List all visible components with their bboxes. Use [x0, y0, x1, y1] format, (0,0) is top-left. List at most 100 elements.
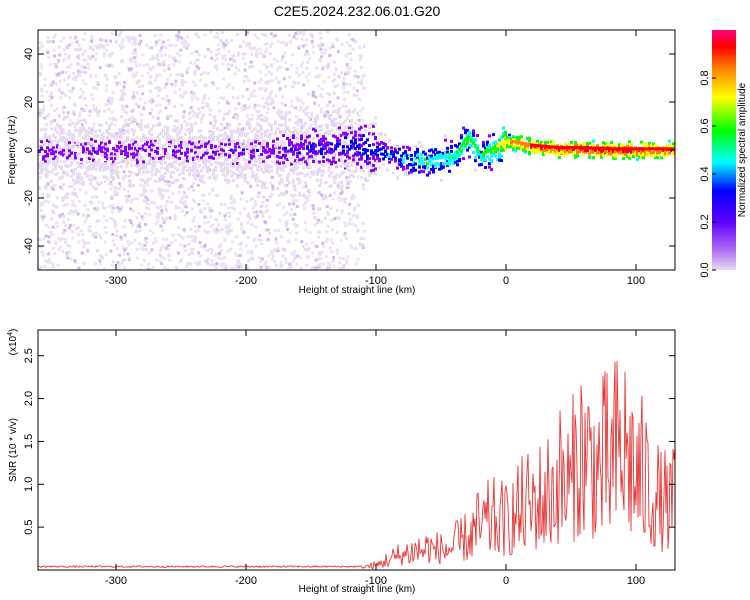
- spectrogram-noise-cell: [227, 232, 230, 236]
- spectrogram-band-cell: [102, 145, 105, 149]
- spectrogram-band-cell: [160, 162, 163, 166]
- spectrogram-band-cell: [314, 122, 317, 126]
- spectrogram-band-cell: [398, 162, 401, 166]
- spectrogram-band-cell: [42, 143, 45, 147]
- spectrogram-noise-cell: [153, 201, 156, 205]
- spectrogram-noise-cell: [281, 129, 285, 133]
- spectrogram-noise-cell: [151, 115, 155, 119]
- spectrogram-band-cell: [430, 148, 433, 152]
- spectrogram-band-cell: [586, 142, 589, 145]
- spectrogram-noise-cell: [76, 121, 80, 125]
- spectrogram-noise-cell: [101, 38, 104, 42]
- spectrogram-band-cell: [146, 142, 149, 146]
- spectrogram-noise-cell: [131, 198, 134, 201]
- spectrogram-noise-cell: [124, 194, 128, 198]
- spectrogram-noise-cell: [81, 183, 85, 186]
- spectrogram-band-cell: [532, 141, 535, 144]
- spectrogram-noise-cell: [137, 85, 141, 89]
- spectrogram-band-cell: [288, 129, 291, 133]
- spectrogram-noise-cell: [231, 86, 235, 90]
- spectrogram-noise-cell: [173, 90, 177, 94]
- spectrogram-band-cell: [166, 151, 169, 155]
- spectrogram-noise-cell: [264, 87, 268, 91]
- spectrogram-noise-cell: [39, 209, 43, 212]
- spectrogram-noise-cell: [103, 180, 107, 184]
- spectrogram-band-cell: [360, 144, 363, 148]
- spectrogram-noise-cell: [138, 34, 142, 37]
- spectrogram-ridge-cell: [488, 148, 491, 152]
- spectrogram-noise-cell: [147, 46, 151, 50]
- spectrogram-noise-cell: [198, 111, 202, 115]
- spectrogram-noise-cell: [351, 47, 355, 51]
- spectrogram-noise-cell: [210, 209, 214, 213]
- spectrogram-band-cell: [222, 118, 225, 121]
- spectrogram-noise-cell: [231, 205, 235, 209]
- spectrogram-band-cell: [208, 144, 211, 148]
- spectrogram-noise-cell: [286, 228, 290, 231]
- spectrogram-noise-cell: [222, 42, 226, 46]
- spectrogram-band-cell: [94, 139, 97, 143]
- spectrogram-noise-cell: [66, 253, 70, 257]
- spectrogram-band-cell: [62, 117, 65, 121]
- spectrogram-noise-cell: [255, 51, 259, 55]
- spectrogram-noise-cell: [105, 84, 109, 87]
- spectrogram-noise-cell: [347, 186, 351, 190]
- spectrogram-noise-cell: [78, 114, 81, 118]
- spectrogram-noise-cell: [355, 213, 359, 217]
- spectrogram-noise-cell: [331, 241, 335, 245]
- spectrogram-band-cell: [494, 140, 497, 144]
- spectrogram-noise-cell: [343, 201, 347, 204]
- spectrogram-noise-cell: [109, 101, 113, 105]
- spectrogram-band-cell: [68, 123, 71, 126]
- spectrogram-band-cell: [238, 152, 241, 156]
- spectrogram-band-cell: [94, 186, 97, 190]
- spectrogram-noise-cell: [43, 214, 47, 218]
- spectrogram-band-cell: [618, 151, 621, 155]
- spectrogram-band-cell: [322, 139, 325, 143]
- spectrogram-noise-cell: [358, 46, 362, 50]
- spectrogram-band-cell: [286, 149, 289, 153]
- spectrogram-noise-cell: [327, 185, 331, 188]
- spectrogram-noise-cell: [40, 250, 44, 254]
- spectrogram-noise-cell: [75, 227, 79, 231]
- spectrogram-noise-cell: [102, 52, 106, 56]
- spectrogram-noise-cell: [38, 176, 42, 180]
- spectrogram-band-cell: [382, 152, 385, 156]
- spectrogram-noise-cell: [346, 70, 350, 74]
- spectrogram-noise-cell: [343, 98, 346, 101]
- spectrogram-noise-cell: [313, 216, 317, 220]
- spectrogram-band-cell: [330, 171, 333, 175]
- spectrogram-band-cell: [66, 173, 69, 177]
- spectrogram-band-cell: [312, 142, 315, 146]
- spectrogram-band-cell: [500, 149, 503, 153]
- spectrogram-band-cell: [552, 151, 555, 154]
- spectrogram-band-cell: [148, 138, 151, 142]
- spectrogram-noise-cell: [135, 135, 139, 139]
- spectrogram-noise-cell: [122, 225, 126, 229]
- spectrogram-band-cell: [140, 155, 143, 159]
- spectrogram-noise-cell: [297, 46, 301, 50]
- spectrogram-band-cell: [268, 155, 271, 158]
- spectrogram-band-cell: [46, 172, 49, 176]
- spectrogram-noise-cell: [215, 48, 219, 52]
- spectrogram-noise-cell: [191, 198, 195, 202]
- spectrogram-noise-cell: [252, 237, 256, 241]
- spectrogram-noise-cell: [247, 137, 251, 141]
- spectrogram-ridge-cell: [616, 147, 619, 151]
- spectrogram-band-cell: [336, 144, 339, 148]
- spectrogram-band-cell: [322, 137, 325, 141]
- spectrogram-band-cell: [104, 162, 107, 166]
- spectrogram-noise-cell: [143, 162, 147, 166]
- spectrogram-noise-cell: [312, 211, 316, 215]
- spectrogram-band-cell: [580, 144, 583, 148]
- spectrogram-band-cell: [66, 158, 69, 162]
- spectrogram-band-cell: [364, 124, 367, 128]
- spectrogram-band-cell: [368, 170, 371, 174]
- spectrogram-band-cell: [96, 151, 99, 155]
- spectrogram-band-cell: [76, 141, 79, 145]
- spectrogram-noise-cell: [39, 160, 43, 164]
- spectrogram-noise-cell: [284, 61, 287, 65]
- spectrogram-band-cell: [446, 146, 449, 150]
- spectrogram-band-cell: [292, 152, 295, 156]
- spectrogram-noise-cell: [314, 75, 318, 79]
